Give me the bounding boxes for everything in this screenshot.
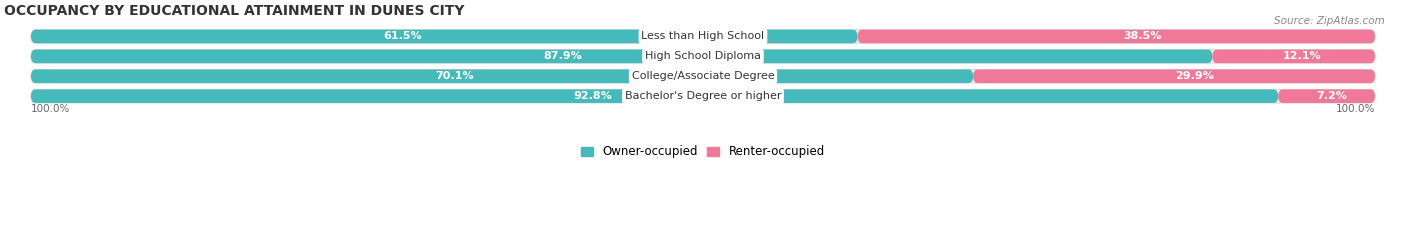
Text: Less than High School: Less than High School: [641, 31, 765, 41]
FancyBboxPatch shape: [31, 30, 1375, 43]
Text: 100.0%: 100.0%: [31, 103, 70, 113]
FancyBboxPatch shape: [858, 30, 1375, 43]
Text: Source: ZipAtlas.com: Source: ZipAtlas.com: [1274, 16, 1385, 26]
Text: Bachelor's Degree or higher: Bachelor's Degree or higher: [624, 91, 782, 101]
FancyBboxPatch shape: [31, 50, 1375, 63]
Text: 38.5%: 38.5%: [1123, 31, 1161, 41]
FancyBboxPatch shape: [1212, 50, 1375, 63]
Text: 92.8%: 92.8%: [572, 91, 612, 101]
FancyBboxPatch shape: [31, 89, 1278, 103]
Text: 70.1%: 70.1%: [436, 71, 474, 81]
Text: 100.0%: 100.0%: [1336, 103, 1375, 113]
FancyBboxPatch shape: [31, 50, 1212, 63]
FancyBboxPatch shape: [31, 69, 1375, 83]
Text: 87.9%: 87.9%: [543, 51, 582, 61]
Text: 29.9%: 29.9%: [1174, 71, 1213, 81]
Text: 61.5%: 61.5%: [384, 31, 422, 41]
FancyBboxPatch shape: [31, 89, 1375, 103]
Text: College/Associate Degree: College/Associate Degree: [631, 71, 775, 81]
Text: High School Diploma: High School Diploma: [645, 51, 761, 61]
FancyBboxPatch shape: [1278, 89, 1375, 103]
Legend: Owner-occupied, Renter-occupied: Owner-occupied, Renter-occupied: [576, 141, 830, 163]
Text: OCCUPANCY BY EDUCATIONAL ATTAINMENT IN DUNES CITY: OCCUPANCY BY EDUCATIONAL ATTAINMENT IN D…: [4, 4, 464, 18]
Text: 7.2%: 7.2%: [1316, 91, 1347, 101]
FancyBboxPatch shape: [31, 69, 973, 83]
FancyBboxPatch shape: [973, 69, 1375, 83]
Text: 12.1%: 12.1%: [1282, 51, 1322, 61]
FancyBboxPatch shape: [31, 30, 858, 43]
